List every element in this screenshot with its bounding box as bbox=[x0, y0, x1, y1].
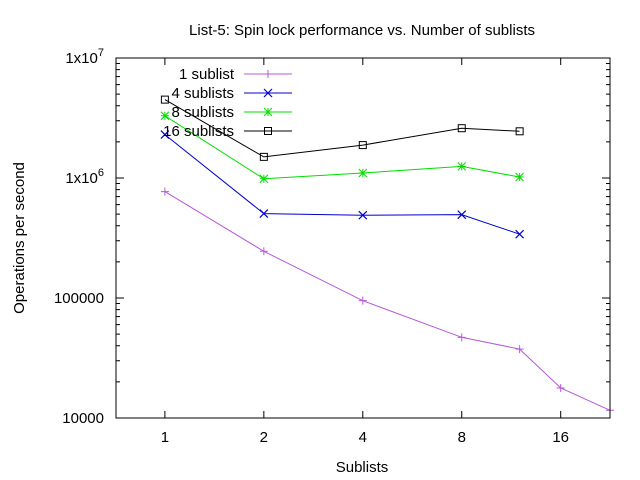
series-4 bbox=[160, 95, 524, 161]
legend-item: 8 sublists bbox=[171, 104, 292, 121]
chart-title: List-5: Spin lock performance vs. Number… bbox=[189, 22, 535, 39]
x-axis-label: Sublists bbox=[336, 459, 389, 476]
legend-marker bbox=[264, 127, 272, 135]
series-3 bbox=[160, 111, 524, 184]
legend-marker bbox=[263, 88, 273, 98]
x-tick-label: 4 bbox=[359, 429, 367, 446]
legend-label: 4 sublists bbox=[171, 85, 234, 102]
y-tick-label-exponent: 6 bbox=[98, 167, 104, 179]
x-tick-label: 2 bbox=[260, 429, 268, 446]
data-point bbox=[515, 127, 524, 136]
y-tick-label-base: 1x10 bbox=[65, 50, 98, 67]
data-point bbox=[259, 174, 269, 184]
data-point bbox=[515, 172, 524, 182]
x-tick-label: 1 bbox=[161, 429, 169, 446]
legend: 1 sublist 4 sublists 8 sublists 16 sublists bbox=[163, 66, 292, 140]
data-point bbox=[358, 210, 368, 220]
data-point bbox=[457, 124, 466, 133]
series-line bbox=[164, 99, 520, 158]
legend-marker bbox=[264, 70, 272, 78]
legend-label: 1 sublist bbox=[179, 66, 235, 83]
data-point bbox=[259, 209, 269, 219]
y-tick-label-exponent: 7 bbox=[98, 47, 104, 59]
data-point bbox=[358, 141, 367, 150]
legend-item: 1 sublist bbox=[179, 66, 292, 83]
data-point bbox=[457, 162, 467, 171]
x-tick-label: 8 bbox=[458, 429, 466, 446]
y-tick-label: 10000 bbox=[62, 410, 104, 427]
data-point bbox=[457, 210, 467, 220]
data-point bbox=[556, 383, 565, 392]
x-tick-label: 16 bbox=[552, 429, 569, 446]
legend-item: 4 sublists bbox=[171, 85, 292, 102]
y-tick-label: 100000 bbox=[54, 290, 104, 307]
y-axis-label: Operations per second bbox=[11, 162, 28, 314]
data-point bbox=[457, 333, 466, 342]
series-layer bbox=[160, 95, 614, 415]
series-1 bbox=[160, 187, 614, 415]
legend-item: 16 sublists bbox=[163, 123, 292, 140]
legend-label: 16 sublists bbox=[163, 123, 234, 140]
y-tick-label-base: 1x10 bbox=[65, 170, 98, 187]
series-2 bbox=[160, 130, 525, 239]
legend-marker bbox=[263, 107, 273, 117]
data-point bbox=[160, 111, 170, 121]
data-point bbox=[160, 95, 169, 104]
data-point bbox=[160, 130, 170, 140]
data-point bbox=[515, 345, 524, 354]
data-point bbox=[259, 152, 268, 161]
data-point bbox=[259, 247, 268, 256]
y-tick-label: 1x107 bbox=[65, 47, 104, 67]
plot-frame bbox=[115, 57, 611, 419]
data-point bbox=[160, 187, 169, 196]
legend-label: 8 sublists bbox=[171, 104, 234, 121]
data-point bbox=[358, 296, 367, 305]
data-point bbox=[515, 229, 525, 239]
y-tick-label: 1x106 bbox=[65, 167, 104, 187]
data-point bbox=[358, 168, 368, 178]
